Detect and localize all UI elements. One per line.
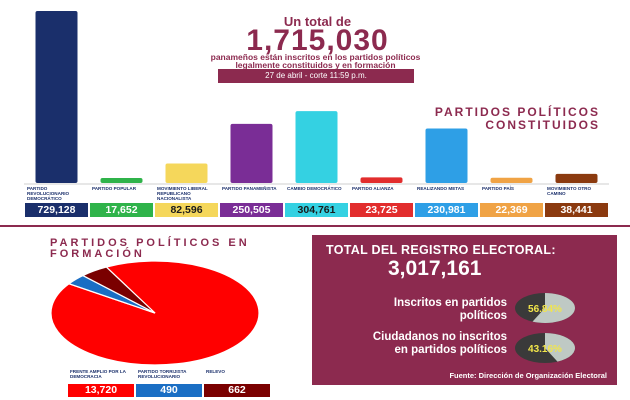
- legend-label-3: MOVIMIENTO LIBERAL REPUBLICANO NACIONALI…: [157, 186, 208, 201]
- registro-title: TOTAL DEL REGISTRO ELECTORAL:: [326, 243, 556, 257]
- legend-label-9: MOVIMIENTO OTRO CAMINO: [547, 186, 592, 196]
- constituted-chart-title: PARTIDOS POLÍTICOS CONSTITUIDOS: [434, 105, 600, 132]
- inscritos-pct: 56.84%: [528, 304, 562, 315]
- legend-label-1: PARTIDO REVOLUCIONARIO DEMOCRÁTICO: [27, 186, 70, 201]
- bar-4: [230, 123, 273, 183]
- legend-value-1: 729,128: [25, 203, 88, 217]
- legend-label-6: PARTIDO ALIANZA: [352, 186, 394, 191]
- no-inscritos-donut-fill: [545, 333, 575, 362]
- source-note: Fuente: Dirección de Organización Electo…: [449, 371, 607, 380]
- headline-big-number: 1,715,030: [246, 24, 389, 57]
- legend-label-7: REALIZANDO METAS: [417, 186, 465, 191]
- registro-electoral-panel: TOTAL DEL REGISTRO ELECTORAL: 3,017,161 …: [312, 235, 617, 385]
- pie-slice-2: [67, 274, 156, 314]
- pie-legend-value-1: 13,720: [68, 384, 134, 397]
- inscritos-donut: 56.84%: [515, 293, 575, 323]
- legend-label-8: PARTIDO PAÍS: [482, 186, 514, 191]
- legend-label-5: CAMBIO DEMOCRÁTICO: [287, 186, 342, 191]
- pie-slice-3: [81, 266, 156, 314]
- legend-value-8: 22,369: [480, 203, 543, 217]
- bar-5: [295, 111, 338, 183]
- legend-label-2: PARTIDO POPULAR: [92, 186, 137, 191]
- headline-line-3: legalmente constituidos y en formación: [235, 60, 396, 70]
- no-inscritos-pct: 43.16%: [528, 344, 562, 355]
- legend-label-4: PARTIDO PANAMEÑISTA: [222, 186, 277, 191]
- pie-legend-label-2: PARTIDO TORRIJISTA REVOLUCIONARIO: [138, 369, 187, 379]
- pie-legend-value-2: 490: [136, 384, 202, 397]
- bar-7: [425, 128, 468, 183]
- constituted-parties-bar-chart: [24, 11, 609, 185]
- legend-value-6: 23,725: [350, 203, 413, 217]
- section-divider: [0, 225, 630, 227]
- bar-9: [555, 173, 598, 183]
- bar-2: [100, 178, 143, 183]
- legend-value-5: 304,761: [285, 203, 348, 217]
- no-inscritos-label: Ciudadanos no inscritos en partidos polí…: [372, 331, 507, 356]
- no-inscritos-donut: 43.16%: [515, 333, 575, 363]
- inscritos-donut-fill: [532, 293, 575, 323]
- legend-value-4: 250,505: [220, 203, 283, 217]
- legend-value-2: 17,652: [90, 203, 153, 217]
- bar-6: [360, 177, 403, 183]
- headline-intro: Un total de: [283, 14, 352, 29]
- cutoff-date-banner: 27 de abril - corte 11:59 p.m.: [218, 69, 414, 83]
- legend-value-7: 230,981: [415, 203, 478, 217]
- formation-chart-title: PARTIDOS POLÍTICOS EN FORMACIÓN: [50, 237, 250, 260]
- legend-value-9: 38,441: [545, 203, 608, 217]
- pie-legend-value-3: 662: [204, 384, 270, 397]
- registro-total: 3,017,161: [388, 257, 482, 280]
- bar-3: [165, 163, 208, 183]
- legend-value-3: 82,596: [155, 203, 218, 217]
- headline-line-2: panameños están inscritos en los partido…: [210, 52, 421, 62]
- inscritos-label: Inscritos en partidos políticos: [393, 297, 507, 322]
- bar-8: [490, 177, 533, 183]
- pie-legend-label-1: FRENTE AMPLIO POR LA DEMOCRACIA: [70, 369, 126, 379]
- pie-slice-1: [50, 260, 260, 366]
- pie-legend-label-3: RELEVO: [206, 369, 225, 374]
- bar-1: [35, 11, 78, 183]
